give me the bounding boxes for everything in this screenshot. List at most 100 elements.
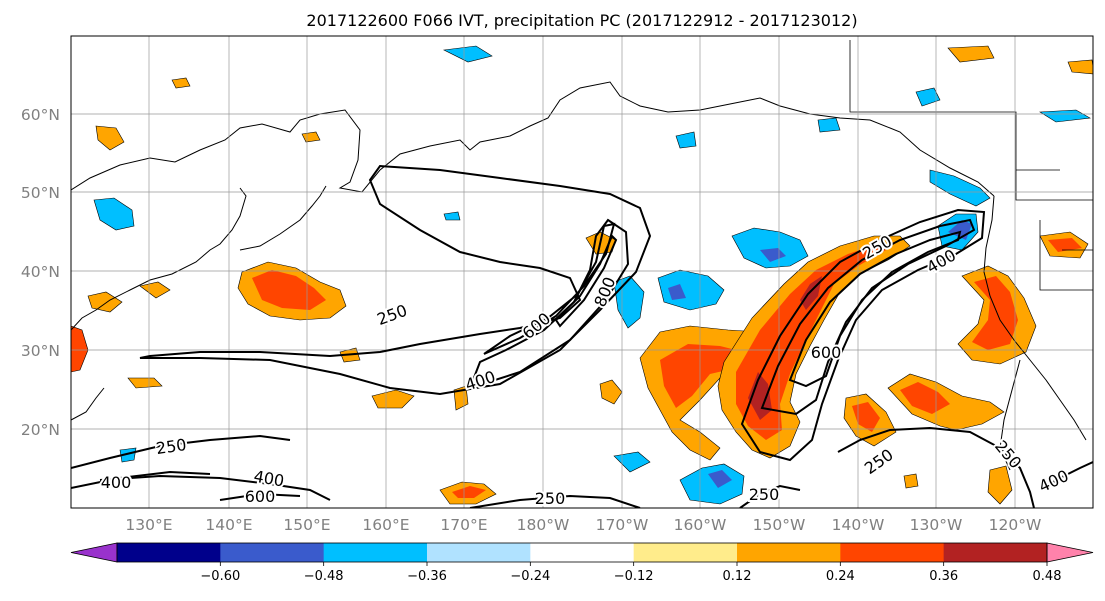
precip-region-canada-ne xyxy=(1067,59,1093,75)
neg-region-alaska-2 xyxy=(817,117,841,133)
contour-label: 400 xyxy=(252,467,285,491)
ivt-contour-400-south xyxy=(99,474,331,501)
colorbar-segment xyxy=(840,543,945,562)
precip-region-japan-2 xyxy=(87,291,123,313)
coast-east-asia xyxy=(71,81,995,421)
lon-label: 150°E xyxy=(283,516,330,534)
lon-label: 120°W xyxy=(989,516,1042,534)
ivt-contour-250-west xyxy=(139,164,652,396)
precip-region-south-japan xyxy=(127,377,163,389)
coast-japan xyxy=(239,185,327,251)
lon-label: 160°E xyxy=(362,516,409,534)
lon-label: 130°W xyxy=(910,516,963,534)
colorbar-segments xyxy=(70,542,1094,563)
precip-core-east-pacific xyxy=(900,382,950,414)
colorbar-frame xyxy=(116,542,1048,563)
precip-core-pacific-northwest xyxy=(1048,238,1082,252)
precip-region-small-1 xyxy=(171,77,191,89)
neg-core-mid-pacific xyxy=(668,284,686,300)
lat-label: 30°N xyxy=(21,342,60,360)
ivt-contour-250-south-mid xyxy=(469,494,641,508)
colorbar-segment xyxy=(633,543,738,562)
colorbar-segment xyxy=(117,543,221,562)
neg-region-west-2 xyxy=(119,447,137,463)
map-panel: 250 400 600 800 250 600 400 250 250 250 … xyxy=(70,35,1094,509)
neg-region-south-2 xyxy=(613,451,651,473)
neg-region-hawaii-south xyxy=(679,463,745,505)
precip-region-japan-3 xyxy=(139,281,171,299)
neg-region-alaska-1 xyxy=(675,131,697,149)
colorbar-segment xyxy=(220,543,325,562)
precip-core-california xyxy=(972,276,1018,350)
neg-region-gulf-alaska xyxy=(731,227,809,269)
ivt-contour-400-east xyxy=(760,218,976,416)
colorbar-tick-label: −0.24 xyxy=(510,569,550,584)
colorbar-tick-label: −0.36 xyxy=(407,569,447,584)
colorbar-tick-label: 0.24 xyxy=(826,569,855,584)
precip-region-small-2 xyxy=(301,131,321,143)
precip-region-small-3 xyxy=(903,473,919,489)
precip-region-japan-1 xyxy=(95,125,125,151)
ivt-contours xyxy=(71,164,1093,508)
ivt-contour-250-south-1 xyxy=(71,434,291,489)
ivt-contour-250-east-south xyxy=(837,426,1035,508)
neg-core-gulf-alaska xyxy=(760,248,786,262)
lat-label: 40°N xyxy=(21,263,60,281)
colorbar-tick-label: 0.48 xyxy=(1033,569,1062,584)
precip-region-west-edge xyxy=(71,325,89,373)
neg-region-ar-west xyxy=(613,275,645,329)
contour-label: 250 xyxy=(535,489,566,508)
lon-label: 160°W xyxy=(674,516,727,534)
precip-region-gulf-canada xyxy=(947,45,995,63)
precip-core-south-central xyxy=(452,486,486,498)
colorbar-tick-label: −0.60 xyxy=(200,569,240,584)
colorbar-extend-max xyxy=(1046,542,1094,563)
colorbar-segment xyxy=(323,543,428,562)
neg-region-north xyxy=(1039,109,1091,123)
contour-label: 400 xyxy=(101,473,132,492)
ivt-contour-600-west xyxy=(483,222,616,355)
border-canada-us xyxy=(849,40,1093,291)
ivt-contour-400-se xyxy=(1039,461,1093,491)
contour-label: 600 xyxy=(811,343,842,362)
precip-region-baja xyxy=(987,465,1013,505)
ivt-contour-250-east xyxy=(740,208,986,462)
colorbar-segment xyxy=(427,543,531,562)
lon-label: 140°W xyxy=(832,516,885,534)
lat-label: 50°N xyxy=(21,184,60,202)
colorbar-segment xyxy=(737,543,841,562)
lon-label: 140°E xyxy=(205,516,252,534)
lon-label: 180°W xyxy=(517,516,570,534)
colorbar-tick-label: 0.36 xyxy=(929,569,958,584)
lat-label: 60°N xyxy=(21,106,60,124)
colorbar: −0.60 −0.48 −0.36 −0.24 −0.12 0.12 0.24 0.36 0.4… xyxy=(70,542,1094,584)
colorbar-tick-label: −0.48 xyxy=(304,569,344,584)
precip-core-subtropical xyxy=(660,344,744,408)
lat-label: 20°N xyxy=(21,421,60,439)
neg-region-bc-coast xyxy=(929,169,991,207)
ivt-contour-400-west xyxy=(468,218,630,390)
precip-region-mid-1 xyxy=(371,389,415,409)
precipitation-pc-negative xyxy=(93,45,1091,505)
ivt-contour-600-south xyxy=(219,492,301,501)
neg-region-canada xyxy=(915,87,941,107)
lon-label: 170°W xyxy=(596,516,649,534)
colorbar-ticks: −0.60 −0.48 −0.36 −0.24 −0.12 0.12 0.24 0.36 0.4… xyxy=(200,562,1062,584)
map-title: 2017122600 F066 IVT, precipitation PC (2… xyxy=(306,11,857,30)
neg-region-japan xyxy=(93,197,135,231)
latitude-labels: 60°N 50°N 40°N 30°N 20°N xyxy=(21,106,60,439)
colorbar-tick-label: −0.12 xyxy=(614,569,654,584)
lon-label: 150°W xyxy=(753,516,806,534)
precip-core-atmospheric-river xyxy=(736,244,886,440)
coastlines xyxy=(71,40,1093,471)
colorbar-segment xyxy=(943,543,1048,562)
precipitation-pc-positive xyxy=(71,45,1093,505)
neg-region-pacific-small xyxy=(443,211,461,221)
ivt-contour-800-west xyxy=(554,234,618,328)
neg-core-hawaii-south xyxy=(708,470,732,488)
lon-label: 130°E xyxy=(125,516,172,534)
neg-region-bering xyxy=(442,45,493,63)
ivt-contour-250-hawaii xyxy=(739,484,801,508)
contour-label: 250 xyxy=(749,485,780,504)
